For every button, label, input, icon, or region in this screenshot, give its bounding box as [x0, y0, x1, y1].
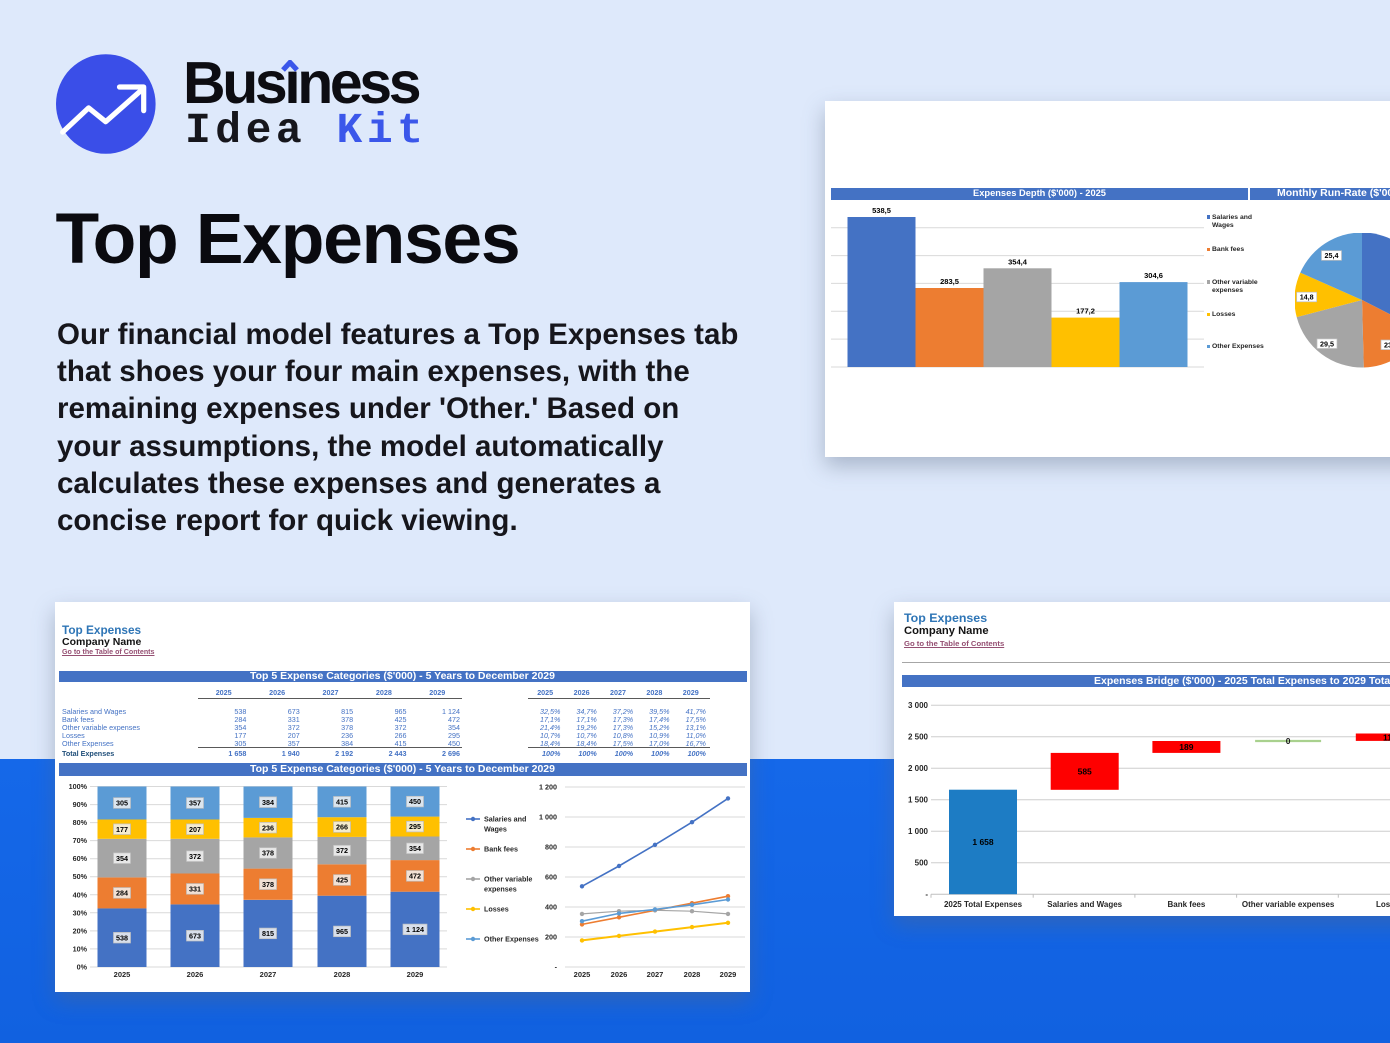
svg-text:304,6: 304,6 — [1144, 271, 1163, 280]
svg-text:283,5: 283,5 — [940, 277, 959, 286]
svg-text:30%: 30% — [73, 908, 88, 917]
svg-text:585: 585 — [1078, 766, 1092, 776]
svg-text:14,8: 14,8 — [1300, 293, 1314, 302]
svg-text:354: 354 — [409, 844, 421, 853]
svg-text:20%: 20% — [73, 926, 88, 935]
svg-text:100%: 100% — [69, 782, 88, 791]
svg-text:177,2: 177,2 — [1076, 307, 1095, 316]
svg-text:284: 284 — [116, 889, 128, 898]
svg-text:3 000: 3 000 — [908, 701, 929, 710]
svg-text:354: 354 — [116, 854, 128, 863]
svg-text:60%: 60% — [73, 854, 88, 863]
svg-text:472: 472 — [409, 872, 421, 881]
svg-text:90%: 90% — [73, 800, 88, 809]
svg-text:357: 357 — [189, 799, 201, 808]
svg-text:800: 800 — [545, 843, 557, 852]
svg-text:-: - — [925, 890, 928, 899]
svg-text:538: 538 — [116, 933, 128, 942]
svg-text:331: 331 — [189, 885, 201, 894]
svg-text:2025 Total Expenses: 2025 Total Expenses — [944, 900, 1023, 909]
svg-text:Bank fees: Bank fees — [1168, 900, 1206, 909]
svg-text:600: 600 — [545, 873, 557, 882]
svg-text:384: 384 — [262, 798, 274, 807]
svg-text:305: 305 — [116, 799, 128, 808]
svg-text:0: 0 — [1286, 736, 1291, 746]
svg-text:2028: 2028 — [684, 970, 701, 979]
svg-text:295: 295 — [409, 822, 421, 831]
svg-text:236: 236 — [262, 823, 274, 832]
svg-text:1 000: 1 000 — [539, 813, 557, 822]
svg-text:25,4: 25,4 — [1325, 251, 1339, 260]
svg-text:Losses: Losses — [1376, 900, 1390, 909]
svg-text:1 658: 1 658 — [972, 837, 994, 847]
svg-text:425: 425 — [336, 876, 348, 885]
svg-text:Other variable: Other variable — [484, 875, 532, 884]
svg-text:450: 450 — [409, 797, 421, 806]
svg-text:Wages: Wages — [484, 825, 507, 834]
svg-text:372: 372 — [336, 846, 348, 855]
svg-text:Other variable expenses: Other variable expenses — [1242, 900, 1335, 909]
svg-text:378: 378 — [262, 849, 274, 858]
svg-text:673: 673 — [189, 931, 201, 940]
svg-text:500: 500 — [915, 858, 929, 867]
svg-text:2029: 2029 — [720, 970, 737, 979]
svg-text:expenses: expenses — [484, 885, 517, 894]
svg-text:Bank fees: Bank fees — [484, 845, 518, 854]
svg-text:40%: 40% — [73, 890, 88, 899]
svg-text:415: 415 — [336, 797, 348, 806]
svg-text:50%: 50% — [73, 872, 88, 881]
svg-text:1 500: 1 500 — [908, 795, 929, 804]
svg-text:372: 372 — [189, 852, 201, 861]
svg-text:266: 266 — [336, 823, 348, 832]
svg-text:2025: 2025 — [574, 970, 591, 979]
svg-text:10%: 10% — [73, 944, 88, 953]
svg-text:2027: 2027 — [647, 970, 664, 979]
svg-text:189: 189 — [1179, 742, 1193, 752]
svg-text:200: 200 — [545, 933, 557, 942]
svg-text:378: 378 — [262, 880, 274, 889]
svg-text:2 500: 2 500 — [908, 732, 929, 741]
svg-text:2026: 2026 — [187, 970, 204, 979]
svg-text:177: 177 — [116, 825, 128, 834]
svg-text:2025: 2025 — [114, 970, 131, 979]
svg-text:80%: 80% — [73, 818, 88, 827]
svg-text:965: 965 — [336, 927, 348, 936]
svg-text:815: 815 — [262, 929, 274, 938]
svg-text:Losses: Losses — [484, 905, 509, 914]
svg-text:2027: 2027 — [260, 970, 277, 979]
svg-text:1 000: 1 000 — [908, 827, 929, 836]
svg-text:Salaries and: Salaries and — [484, 815, 526, 824]
svg-text:70%: 70% — [73, 836, 88, 845]
svg-text:1 124: 1 124 — [406, 925, 424, 934]
svg-text:538,5: 538,5 — [872, 206, 891, 215]
svg-text:354,4: 354,4 — [1008, 257, 1028, 266]
svg-text:Salaries and Wages: Salaries and Wages — [1047, 900, 1122, 909]
svg-text:207: 207 — [189, 825, 201, 834]
svg-text:2 000: 2 000 — [908, 764, 929, 773]
svg-text:400: 400 — [545, 903, 557, 912]
svg-text:Other Expenses: Other Expenses — [484, 935, 539, 944]
svg-text:2028: 2028 — [334, 970, 351, 979]
svg-text:2029: 2029 — [407, 970, 424, 979]
svg-text:2026: 2026 — [611, 970, 628, 979]
svg-text:118: 118 — [1383, 732, 1390, 742]
svg-text:23,6: 23,6 — [1384, 340, 1390, 349]
svg-text:-: - — [555, 963, 558, 972]
svg-text:29,5: 29,5 — [1320, 339, 1334, 348]
svg-text:1 200: 1 200 — [539, 783, 557, 792]
svg-text:0%: 0% — [77, 963, 88, 972]
